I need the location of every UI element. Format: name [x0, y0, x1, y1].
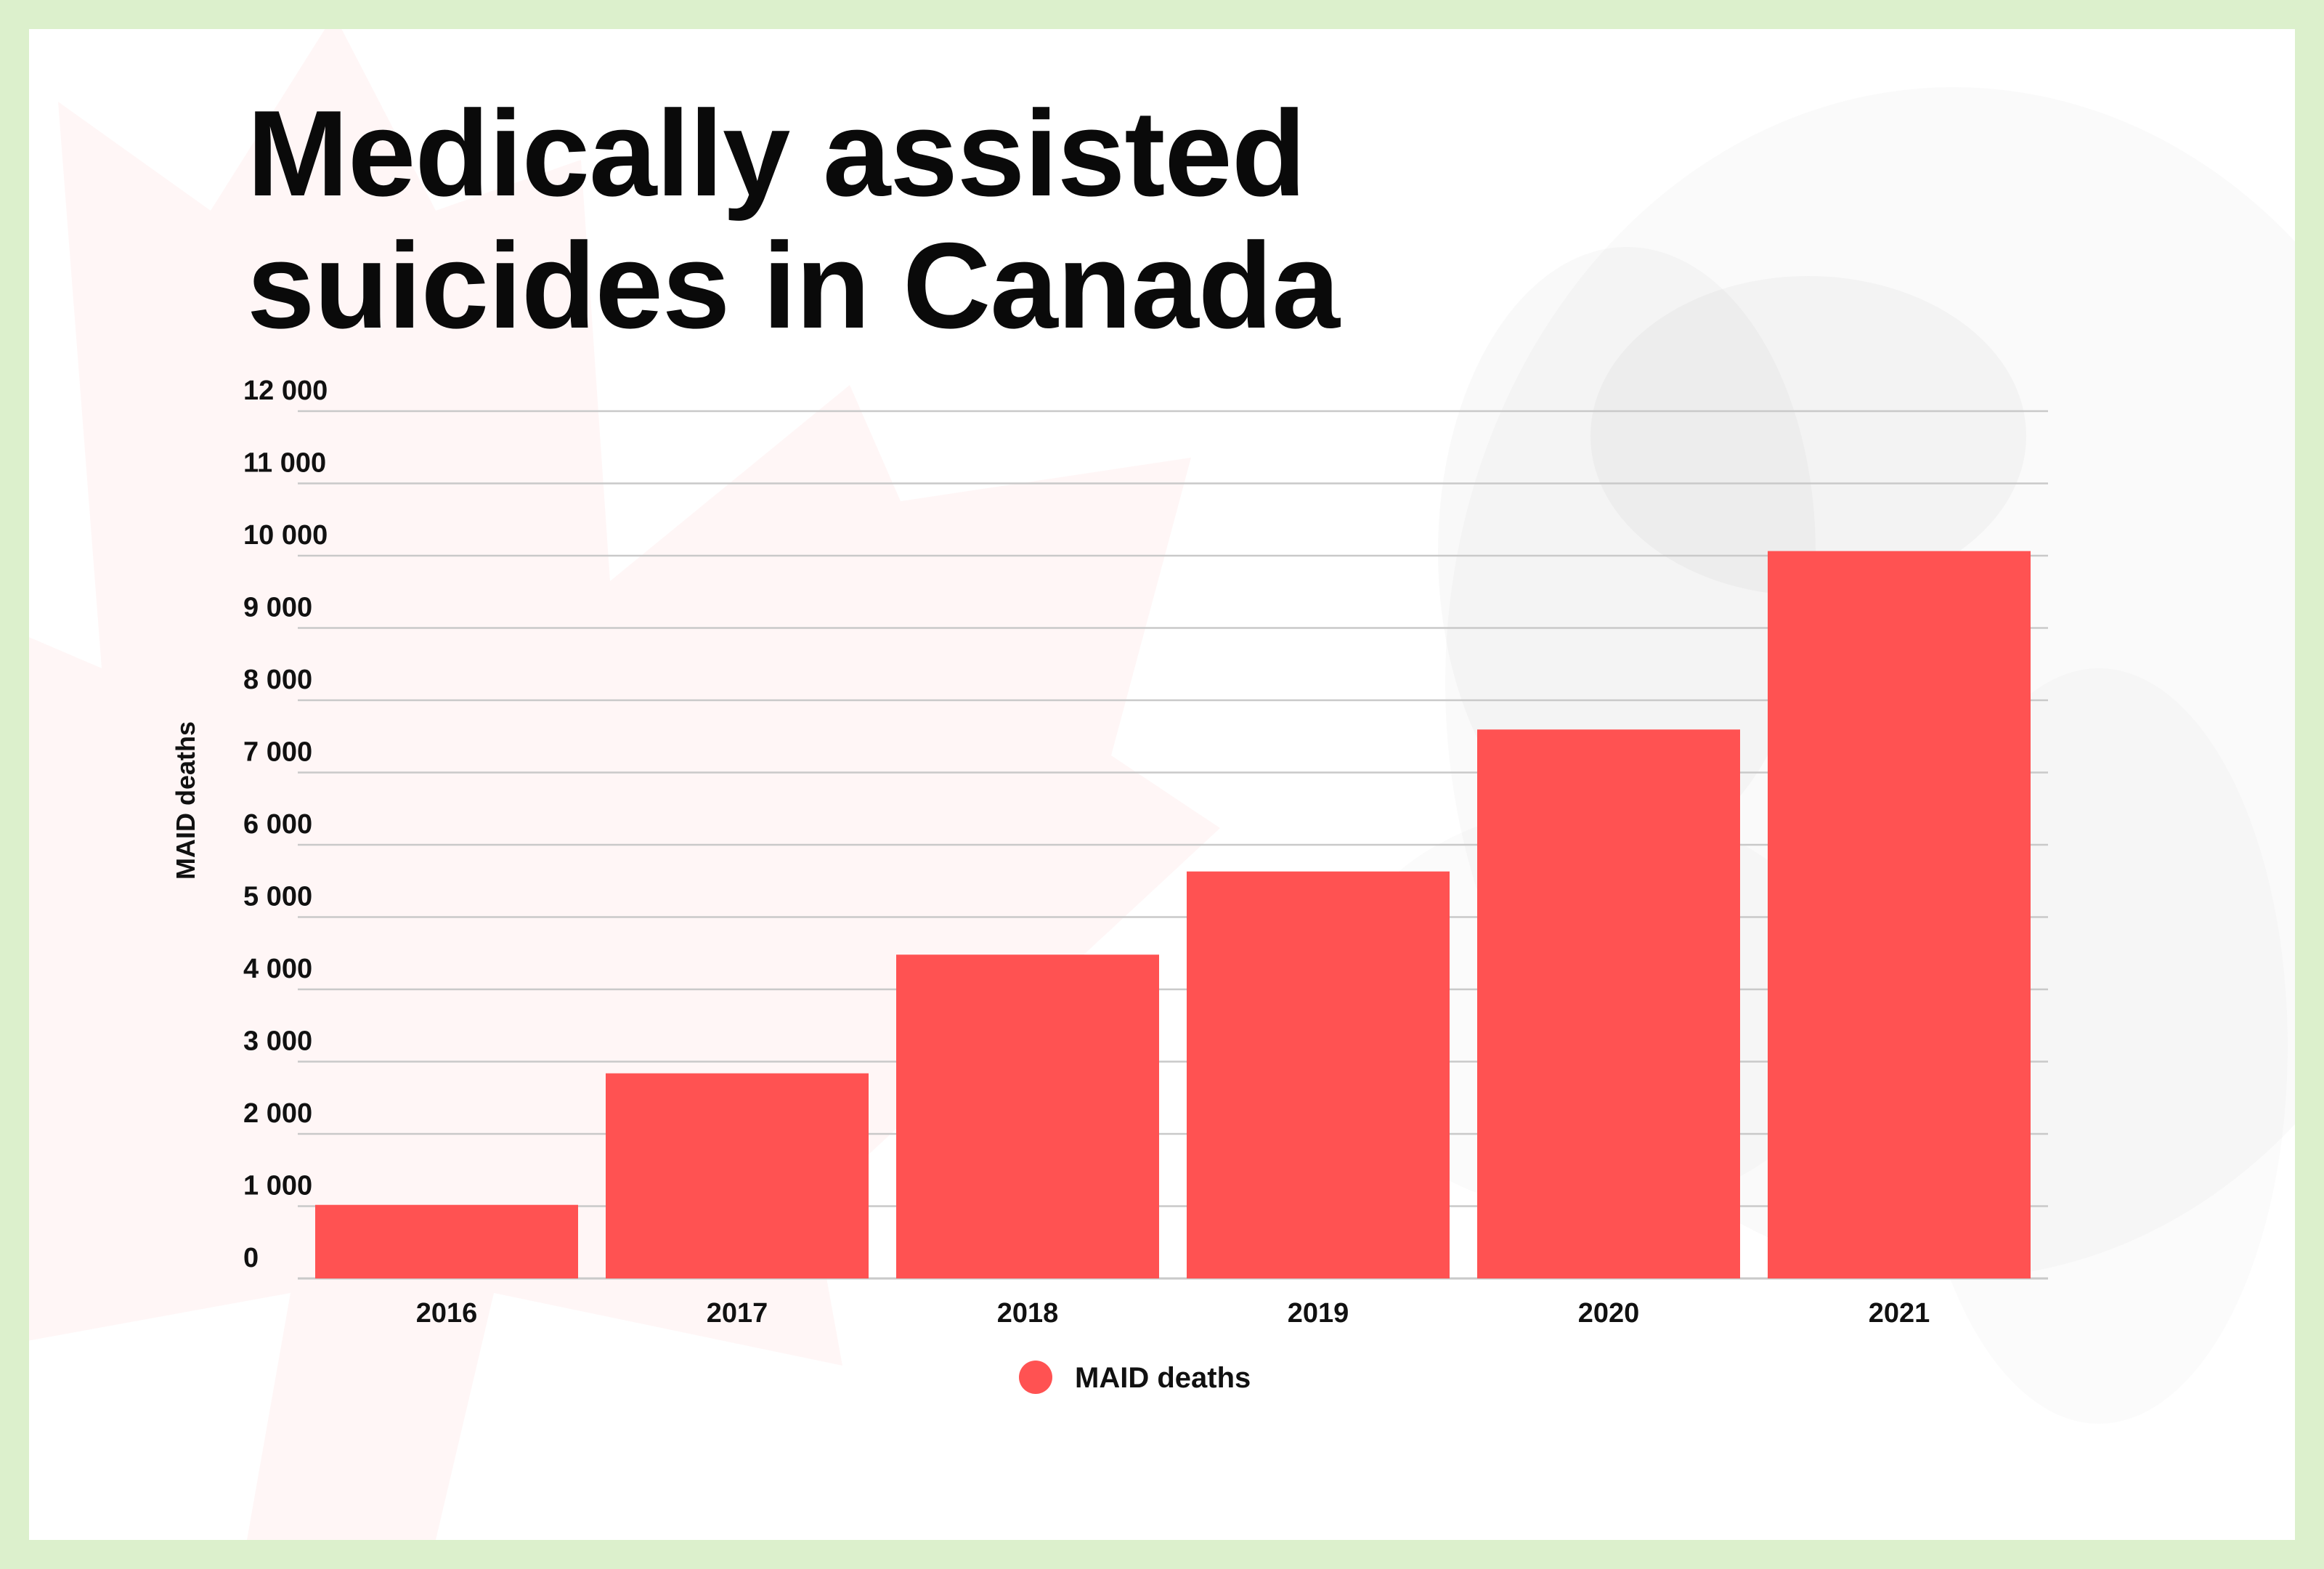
bar-chart: 0 1 000 2 000 3 000 4 000 5 000 6 000 7 000 8 00…	[171, 376, 2048, 1394]
y-tick-label: 6 000	[243, 809, 312, 840]
x-tick-label: 2018	[997, 1298, 1059, 1329]
y-tick-label: 8 000	[243, 665, 312, 695]
y-tick-label: 7 000	[243, 737, 312, 768]
bar-2017	[606, 1073, 869, 1278]
y-tick-label: 10 000	[243, 520, 328, 551]
legend: MAID deaths	[1019, 1361, 1251, 1394]
y-tick-label: 0	[243, 1243, 259, 1273]
chart-title-line-1: Medically assisted	[247, 85, 1306, 222]
x-tick-label: 2016	[416, 1298, 478, 1329]
bars	[315, 551, 2031, 1278]
x-tick-label: 2019	[1288, 1298, 1349, 1329]
y-tick-label: 12 000	[243, 376, 328, 406]
y-tick-label: 2 000	[243, 1098, 312, 1129]
x-tick-label: 2017	[707, 1298, 768, 1329]
y-axis-ticks: 0 1 000 2 000 3 000 4 000 5 000 6 000 7 000 8 00…	[243, 376, 328, 1273]
bar-2018	[896, 954, 1159, 1278]
chart-card: Medically assisted suicides in Canada 0 1…	[29, 29, 2295, 1540]
x-tick-label: 2020	[1578, 1298, 1640, 1329]
y-tick-label: 1 000	[243, 1171, 312, 1201]
x-tick-label: 2021	[1869, 1298, 1930, 1329]
bar-2021	[1768, 551, 2031, 1278]
y-axis-title: MAID deaths	[171, 721, 200, 880]
maple-leaf-decoration	[29, 29, 1220, 1540]
y-tick-label: 5 000	[243, 882, 312, 912]
y-tick-label: 4 000	[243, 954, 312, 984]
chart-title: Medically assisted suicides in Canada	[247, 85, 1340, 354]
legend-marker	[1019, 1361, 1052, 1394]
x-axis-ticks: 2016 2017 2018 2019 2020 2021	[416, 1298, 1930, 1329]
legend-label: MAID deaths	[1075, 1362, 1251, 1394]
bar-2016	[315, 1204, 578, 1278]
gridlines	[298, 410, 2048, 1280]
chart-title-line-2: suicides in Canada	[247, 217, 1340, 354]
y-tick-label: 3 000	[243, 1026, 312, 1057]
bar-2019	[1187, 871, 1450, 1278]
bar-2020	[1477, 729, 1740, 1278]
y-tick-label: 11 000	[243, 448, 326, 479]
y-tick-label: 9 000	[243, 593, 312, 623]
